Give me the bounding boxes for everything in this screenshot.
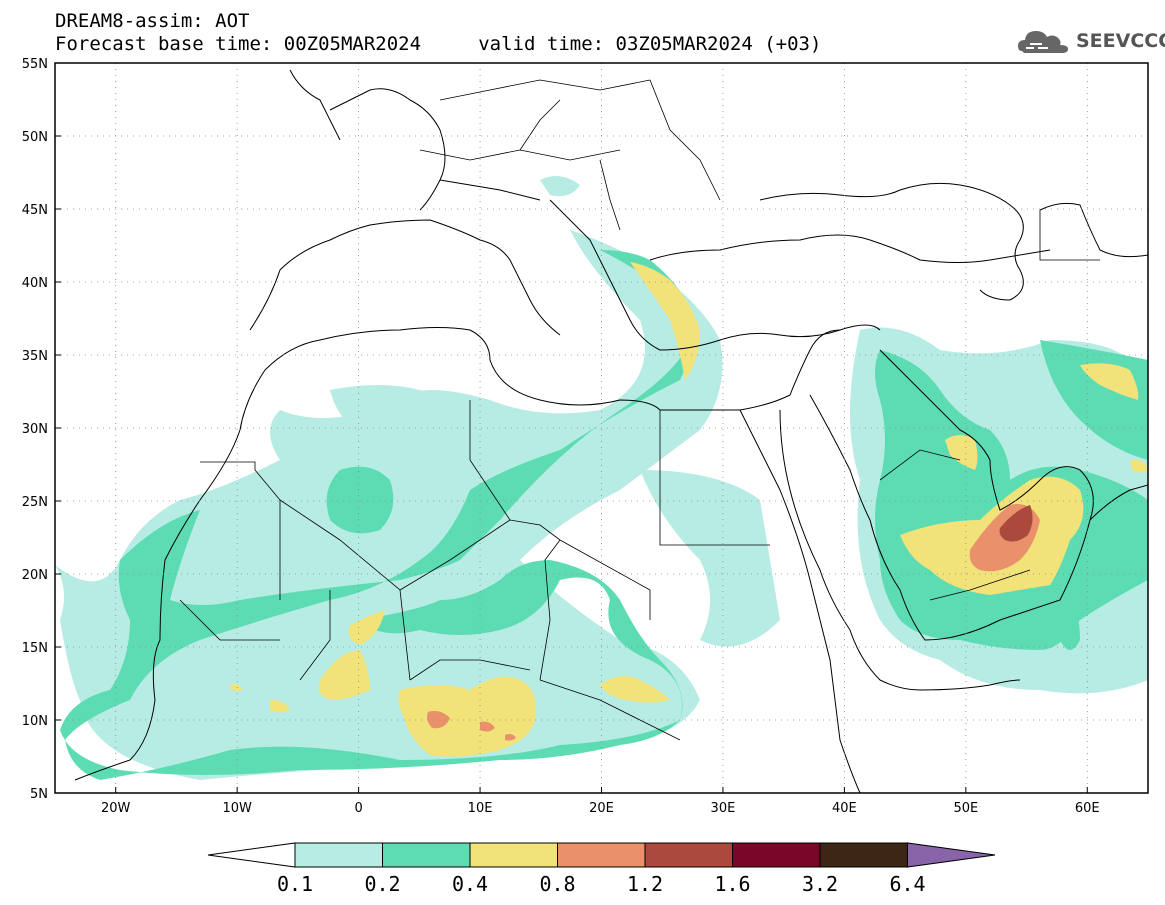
lon-tick-label: 40E [832,801,857,816]
forecast-time-info: Forecast base time: 00Z05MAR2024 valid t… [55,33,822,55]
lat-tick-label: 45N [22,203,48,218]
lon-tick-label: 10W [222,801,252,816]
map-gridlines [55,63,1148,793]
lat-tick-label: 35N [22,349,48,364]
lat-tick-label: 30N [22,422,48,437]
lat-tick-label: 20N [22,568,48,583]
colorbar-segment [382,842,471,868]
lat-tick-label: 55N [22,57,48,72]
colorbar-label: 0.1 [277,872,313,896]
map-title: DREAM8-assim: AOT [55,10,250,32]
colorbar-segment [732,842,821,868]
lat-tick-label: 25N [22,495,48,510]
lon-tick-label: 10E [468,801,493,816]
colorbar-label: 1.2 [627,872,663,896]
colorbar-segment [469,842,558,868]
colorbar-label: 0.2 [364,872,400,896]
colorbar-label: 0.8 [539,872,575,896]
country-borders [179,79,1100,741]
coastlines [74,69,1148,793]
colorbar-label: 1.6 [714,872,750,896]
lon-tick-label: 0 [354,801,362,816]
aot-level-1.2 [999,505,1033,542]
lat-tick-label: 10N [22,714,48,729]
colorbar: 0.1 0.2 0.4 0.8 1.2 1.6 3.2 6.4 [207,842,996,896]
lon-tick-label: 50E [953,801,978,816]
lat-tick-label: 50N [22,130,48,145]
colorbar-label: 3.2 [802,872,838,896]
colorbar-segment [557,842,646,868]
colorbar-segment [644,842,733,868]
colorbar-segment [294,842,383,868]
axis-ticks: 20W 10W 0 10E 20E 30E 40E 50E 60E 5N 10N 15N 20N 25N 3… [22,57,1100,816]
colorbar-segment [819,842,908,868]
seevccc-logo: SEEVCCC [1016,25,1165,59]
lon-tick-label: 60E [1075,801,1100,816]
lon-tick-label: 20E [589,801,614,816]
lat-tick-label: 40N [22,276,48,291]
colorbar-over-triangle [907,842,996,868]
colorbar-label: 0.4 [452,872,488,896]
colorbar-label: 6.4 [889,872,925,896]
lon-tick-label: 30E [711,801,736,816]
aot-field [55,176,1148,780]
cloud-icon [1018,31,1068,53]
colorbar-under-triangle [207,842,296,868]
logo-text: SEEVCCC [1076,30,1165,52]
lat-tick-label: 5N [30,787,48,802]
lon-tick-label: 20W [101,801,131,816]
lat-tick-label: 15N [22,641,48,656]
